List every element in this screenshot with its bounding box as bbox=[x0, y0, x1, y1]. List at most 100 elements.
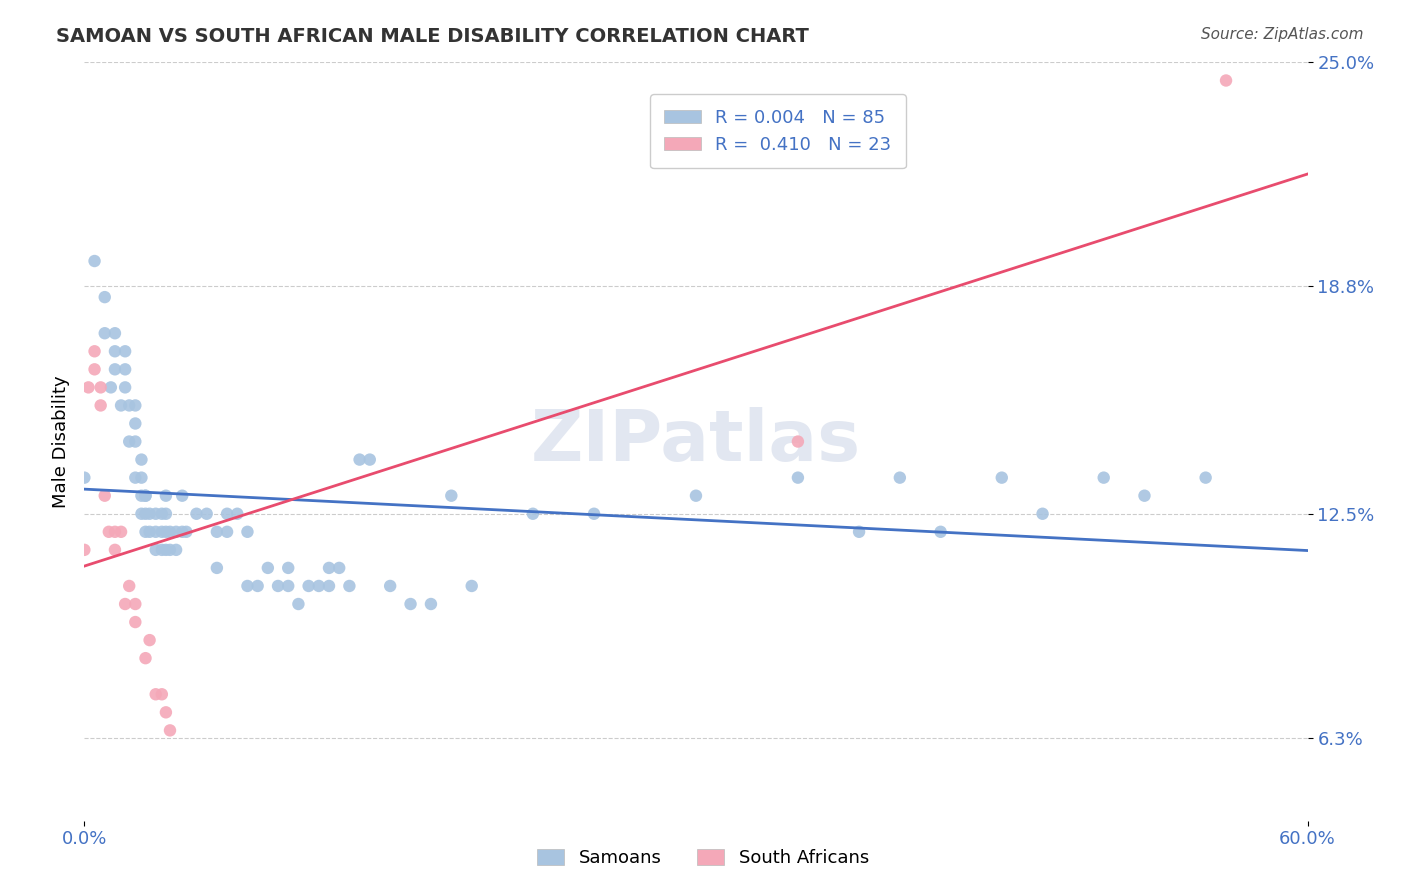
Point bbox=[124, 470, 146, 484]
Point bbox=[848, 524, 870, 539]
Point bbox=[83, 344, 105, 359]
Point bbox=[186, 507, 208, 521]
Point bbox=[277, 561, 299, 575]
Point bbox=[135, 507, 157, 521]
Point bbox=[889, 470, 911, 484]
Point bbox=[100, 380, 122, 394]
Point bbox=[308, 579, 330, 593]
Point bbox=[118, 579, 141, 593]
Point bbox=[1092, 470, 1115, 484]
Point bbox=[150, 687, 173, 701]
Point bbox=[420, 597, 443, 611]
Point bbox=[124, 615, 146, 629]
Point bbox=[138, 524, 160, 539]
Point bbox=[124, 434, 146, 449]
Point bbox=[1215, 73, 1237, 87]
Point bbox=[165, 542, 187, 557]
Point bbox=[131, 452, 153, 467]
Point bbox=[93, 290, 115, 304]
Point bbox=[138, 507, 160, 521]
Point bbox=[135, 489, 157, 503]
Point bbox=[380, 579, 402, 593]
Y-axis label: Male Disability: Male Disability bbox=[52, 376, 70, 508]
Point bbox=[318, 579, 340, 593]
Legend: Samoans, South Africans: Samoans, South Africans bbox=[530, 841, 876, 874]
Point bbox=[90, 399, 112, 413]
Point bbox=[114, 344, 136, 359]
Point bbox=[174, 524, 197, 539]
Point bbox=[114, 362, 136, 376]
Point bbox=[104, 326, 127, 341]
Point bbox=[1195, 470, 1218, 484]
Point bbox=[172, 489, 194, 503]
Point bbox=[685, 489, 707, 503]
Point bbox=[287, 597, 309, 611]
Point bbox=[318, 561, 340, 575]
Point bbox=[150, 507, 173, 521]
Point bbox=[93, 489, 115, 503]
Point bbox=[135, 651, 157, 665]
Point bbox=[77, 380, 100, 394]
Point bbox=[124, 597, 146, 611]
Point bbox=[165, 524, 187, 539]
Point bbox=[124, 417, 146, 431]
Point bbox=[155, 542, 177, 557]
Point bbox=[267, 579, 290, 593]
Point bbox=[135, 489, 157, 503]
Point bbox=[1133, 489, 1156, 503]
Point bbox=[359, 452, 381, 467]
Point bbox=[145, 542, 167, 557]
Point bbox=[339, 579, 360, 593]
Point bbox=[582, 507, 605, 521]
Point bbox=[155, 489, 177, 503]
Point bbox=[929, 524, 952, 539]
Point bbox=[328, 561, 350, 575]
Point bbox=[349, 452, 371, 467]
Point bbox=[522, 507, 544, 521]
Point bbox=[73, 542, 96, 557]
Point bbox=[155, 706, 177, 720]
Point bbox=[150, 542, 173, 557]
Point bbox=[114, 597, 136, 611]
Point bbox=[118, 434, 141, 449]
Point bbox=[138, 633, 160, 648]
Point bbox=[217, 524, 239, 539]
Point bbox=[159, 542, 181, 557]
Point bbox=[787, 434, 810, 449]
Point bbox=[298, 579, 321, 593]
Point bbox=[145, 524, 167, 539]
Point bbox=[257, 561, 280, 575]
Point bbox=[110, 399, 132, 413]
Point bbox=[440, 489, 463, 503]
Point bbox=[991, 470, 1014, 484]
Point bbox=[159, 524, 181, 539]
Point bbox=[73, 470, 96, 484]
Point bbox=[787, 470, 810, 484]
Point bbox=[205, 561, 228, 575]
Point bbox=[145, 507, 167, 521]
Point bbox=[195, 507, 218, 521]
Point bbox=[131, 470, 153, 484]
Point bbox=[104, 362, 127, 376]
Point bbox=[217, 507, 239, 521]
Point bbox=[461, 579, 484, 593]
Point bbox=[145, 687, 167, 701]
Point bbox=[114, 380, 136, 394]
Point bbox=[399, 597, 422, 611]
Point bbox=[83, 362, 105, 376]
Text: Source: ZipAtlas.com: Source: ZipAtlas.com bbox=[1201, 27, 1364, 42]
Point bbox=[226, 507, 249, 521]
Point bbox=[104, 524, 127, 539]
Point bbox=[172, 524, 194, 539]
Point bbox=[205, 524, 228, 539]
Point bbox=[131, 507, 153, 521]
Point bbox=[277, 579, 299, 593]
Point bbox=[110, 524, 132, 539]
Point bbox=[83, 254, 105, 268]
Point bbox=[155, 524, 177, 539]
Point bbox=[236, 524, 259, 539]
Point bbox=[104, 344, 127, 359]
Text: SAMOAN VS SOUTH AFRICAN MALE DISABILITY CORRELATION CHART: SAMOAN VS SOUTH AFRICAN MALE DISABILITY … bbox=[56, 27, 808, 45]
Point bbox=[1032, 507, 1054, 521]
Point bbox=[118, 399, 141, 413]
